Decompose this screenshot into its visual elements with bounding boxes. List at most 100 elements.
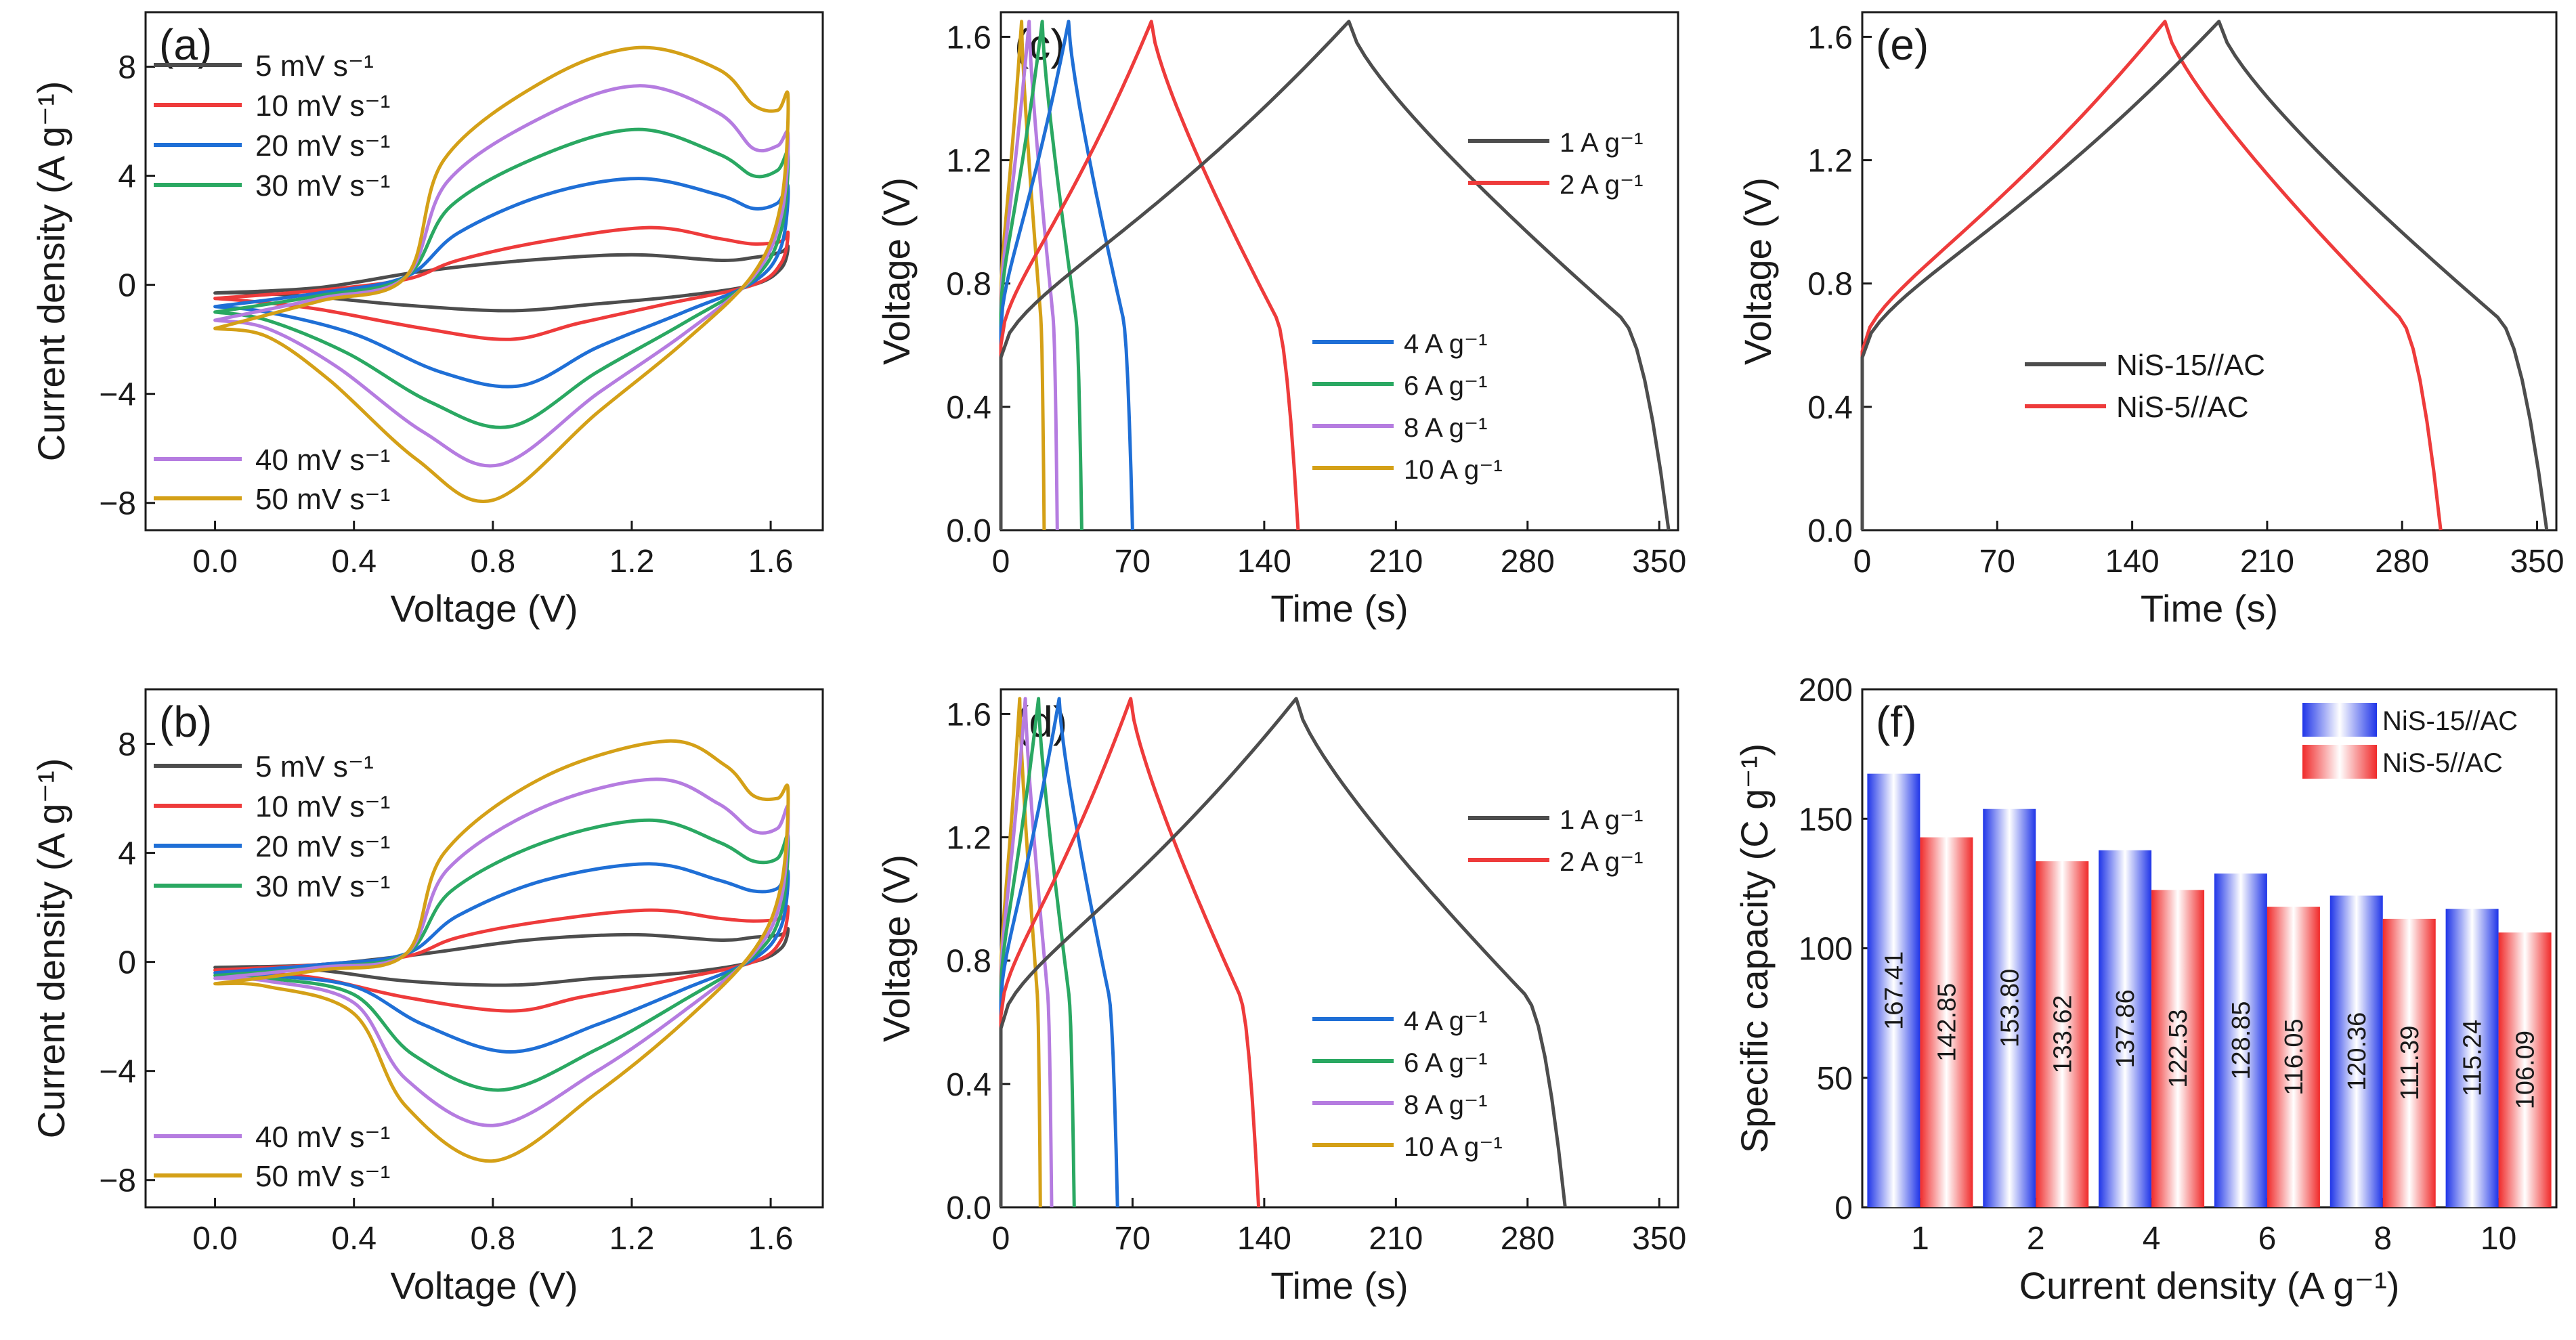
gcd-panel-e: 0 70 140 210 280 350 0.0 0.4 0.8 1.2 1.6 Time (s) Vo…	[1736, 11, 2564, 630]
y-tick-label: 0	[118, 268, 136, 304]
cv-curve	[213, 225, 790, 341]
y-tick-label: 1.2	[946, 144, 991, 179]
bar-panel-f: 0 50 100 150 200 1 167.41 142.85 2 153.80 133.62 4 1…	[1733, 672, 2558, 1307]
x-tick-label: 280	[2375, 544, 2429, 580]
bar	[1867, 773, 1920, 1207]
x-tick-label: 0	[1853, 544, 1872, 580]
legend-label: 30 mV s⁻¹	[255, 870, 390, 903]
x-axis-label: Voltage (V)	[390, 1264, 578, 1307]
x-tick-label: 280	[1501, 544, 1555, 580]
legend-label: 50 mV s⁻¹	[255, 1160, 390, 1193]
bar-value-label: 106.09	[2512, 1031, 2540, 1109]
y-axis-label: Current density (A g⁻¹)	[30, 758, 72, 1139]
legend-label: NiS-5//AC	[2116, 391, 2249, 424]
x-axis-label: Voltage (V)	[390, 587, 578, 630]
x-tick-label: 0.0	[192, 1221, 238, 1257]
legend-label: 4 A g⁻¹	[1404, 1006, 1487, 1036]
bar	[2099, 850, 2152, 1207]
bar	[2151, 890, 2205, 1207]
x-tick-label: 70	[1115, 1221, 1151, 1257]
y-tick-label: 0.4	[1807, 390, 1853, 426]
legend-label: 20 mV s⁻¹	[255, 830, 390, 863]
bar-value-label: 133.62	[2048, 995, 2077, 1073]
x-tick-label: 0.4	[331, 544, 377, 580]
x-tick-label: 8	[2374, 1221, 2392, 1257]
x-tick-label: 140	[1237, 544, 1291, 580]
legend-swatch	[2302, 703, 2377, 737]
x-axis-label: Time (s)	[2141, 587, 2278, 630]
bar-value-label: 137.86	[2111, 989, 2140, 1068]
y-tick-label: 0.4	[946, 390, 991, 426]
x-tick-label: 350	[1632, 1221, 1686, 1257]
y-tick-label: 1.6	[946, 20, 991, 56]
cv-panel-b: 0.0 0.4 0.8 1.2 1.6 −8 −4 0 4 8 Voltage (V) Current…	[30, 688, 824, 1307]
gcd-curve	[1860, 20, 2443, 531]
x-tick-label: 6	[2258, 1221, 2277, 1257]
legend-label: 8 A g⁻¹	[1404, 413, 1487, 443]
legend-label: NiS-15//AC	[2382, 706, 2518, 736]
legend-label: 10 A g⁻¹	[1404, 455, 1503, 485]
legend-label: 20 mV s⁻¹	[255, 129, 390, 163]
plot-frame	[1000, 688, 1679, 1209]
y-tick-label: 100	[1799, 932, 1853, 968]
y-tick-label: 0.8	[946, 944, 991, 980]
legend-label: 5 mV s⁻¹	[255, 49, 374, 83]
plot-frame	[144, 11, 824, 532]
y-axis-label: Current density (A g⁻¹)	[30, 81, 72, 462]
y-axis-label: Voltage (V)	[875, 855, 918, 1042]
y-tick-label: 50	[1817, 1061, 1853, 1097]
y-tick-label: 0.8	[946, 267, 991, 303]
x-tick-label: 0	[992, 1221, 1010, 1257]
legend-label: 30 mV s⁻¹	[255, 169, 390, 202]
bar-value-label: 116.05	[2280, 1018, 2309, 1095]
y-tick-label: 1.6	[1807, 20, 1853, 56]
y-tick-label: 0.0	[946, 513, 991, 549]
bar-value-label: 153.80	[1996, 969, 2024, 1047]
y-tick-label: 0	[118, 945, 136, 981]
y-axis-label: Voltage (V)	[1736, 177, 1779, 365]
x-tick-label: 1.6	[748, 544, 794, 580]
y-axis-label: Specific capacity (C g⁻¹)	[1733, 743, 1776, 1153]
x-tick-label: 210	[2240, 544, 2294, 580]
x-axis-label: Time (s)	[1270, 587, 1408, 630]
y-tick-label: 4	[118, 159, 136, 195]
gcd-curve	[999, 20, 1046, 531]
bar	[2498, 932, 2552, 1207]
legend-label: 50 mV s⁻¹	[255, 483, 390, 516]
bar-value-label: 115.24	[2459, 1020, 2487, 1096]
x-tick-label: 140	[2105, 544, 2160, 580]
x-tick-label: 350	[1632, 544, 1686, 580]
y-tick-label: −4	[99, 377, 136, 413]
y-tick-label: 1.6	[946, 697, 991, 733]
legend-label: 10 mV s⁻¹	[255, 790, 390, 823]
x-tick-label: 140	[1237, 1221, 1291, 1257]
bar	[2330, 895, 2383, 1207]
bar	[2214, 873, 2267, 1207]
gcd-curve	[1860, 20, 2549, 531]
legend-swatch	[2302, 745, 2377, 779]
y-tick-label: −4	[99, 1054, 136, 1090]
gcd-curve	[999, 697, 1567, 1208]
legend-label: 1 A g⁻¹	[1560, 128, 1643, 158]
gcd-curve	[999, 20, 1059, 531]
y-tick-label: −8	[99, 1163, 136, 1199]
legend-label: 8 A g⁻¹	[1404, 1090, 1487, 1120]
gcd-curve	[999, 20, 1134, 531]
bar-value-label: 142.85	[1933, 983, 1961, 1062]
x-tick-label: 1.6	[748, 1221, 794, 1257]
x-tick-label: 4	[2143, 1221, 2161, 1257]
bar-value-label: 120.36	[2343, 1012, 2371, 1091]
legend-label: 2 A g⁻¹	[1560, 170, 1643, 200]
legend-label: 6 A g⁻¹	[1404, 1048, 1487, 1078]
legend-label: 4 A g⁻¹	[1404, 329, 1487, 359]
bar-value-label: 122.53	[2164, 1010, 2193, 1088]
bar	[2382, 918, 2436, 1207]
plot-frame	[144, 688, 824, 1209]
gcd-curve	[999, 20, 1671, 531]
x-tick-label: 280	[1501, 1221, 1555, 1257]
x-tick-label: 210	[1369, 1221, 1423, 1257]
gcd-curve	[999, 697, 1119, 1208]
bar	[1920, 837, 1973, 1207]
x-tick-label: 0.4	[331, 1221, 377, 1257]
